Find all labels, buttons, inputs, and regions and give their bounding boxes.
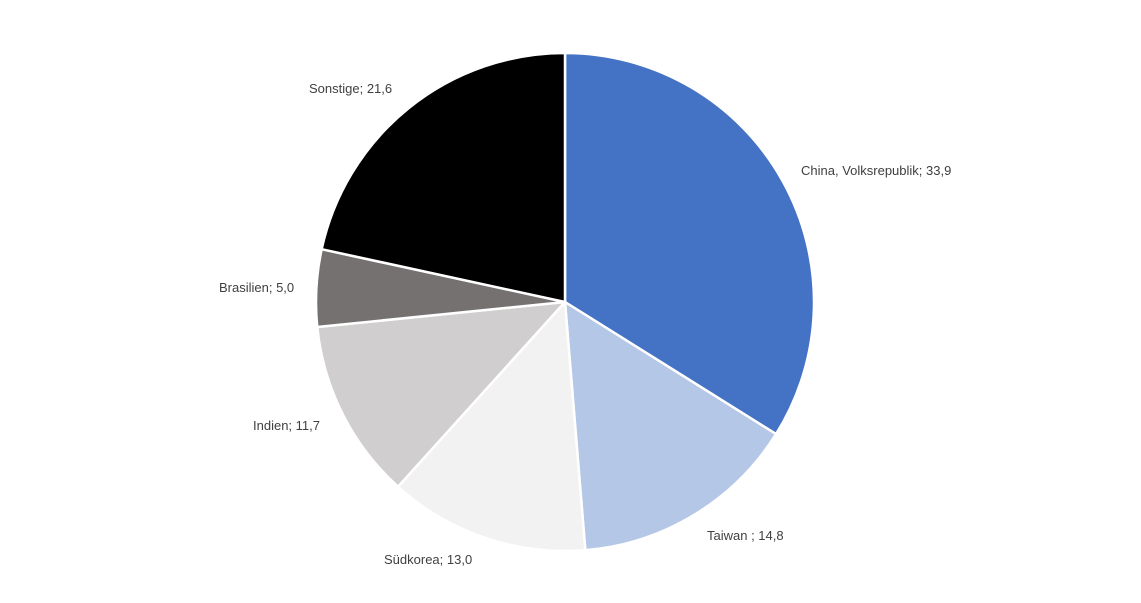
- data-label-indien: Indien; 11,7: [253, 418, 320, 433]
- data-label-suedkorea: Südkorea; 13,0: [384, 552, 472, 567]
- data-label-taiwan: Taiwan ; 14,8: [707, 528, 784, 543]
- pie-slice-suedkorea: [396, 300, 587, 553]
- data-label-brasilien: Brasilien; 5,0: [219, 280, 294, 295]
- pie-slices: [314, 51, 816, 553]
- pie-slice-china-volksrepublik: [563, 51, 816, 436]
- pie-slice-sonstige: [320, 51, 567, 304]
- pie-slice-indien: [316, 300, 567, 488]
- pie-data-labels: China, Volksrepublik; 33,9 Taiwan ; 14,8 S…: [219, 81, 951, 567]
- data-label-sonstige: Sonstige; 21,6: [309, 81, 392, 96]
- data-label-china-volksrepublik: China, Volksrepublik; 33,9: [801, 163, 951, 178]
- pie-slice-taiwan: [563, 300, 778, 552]
